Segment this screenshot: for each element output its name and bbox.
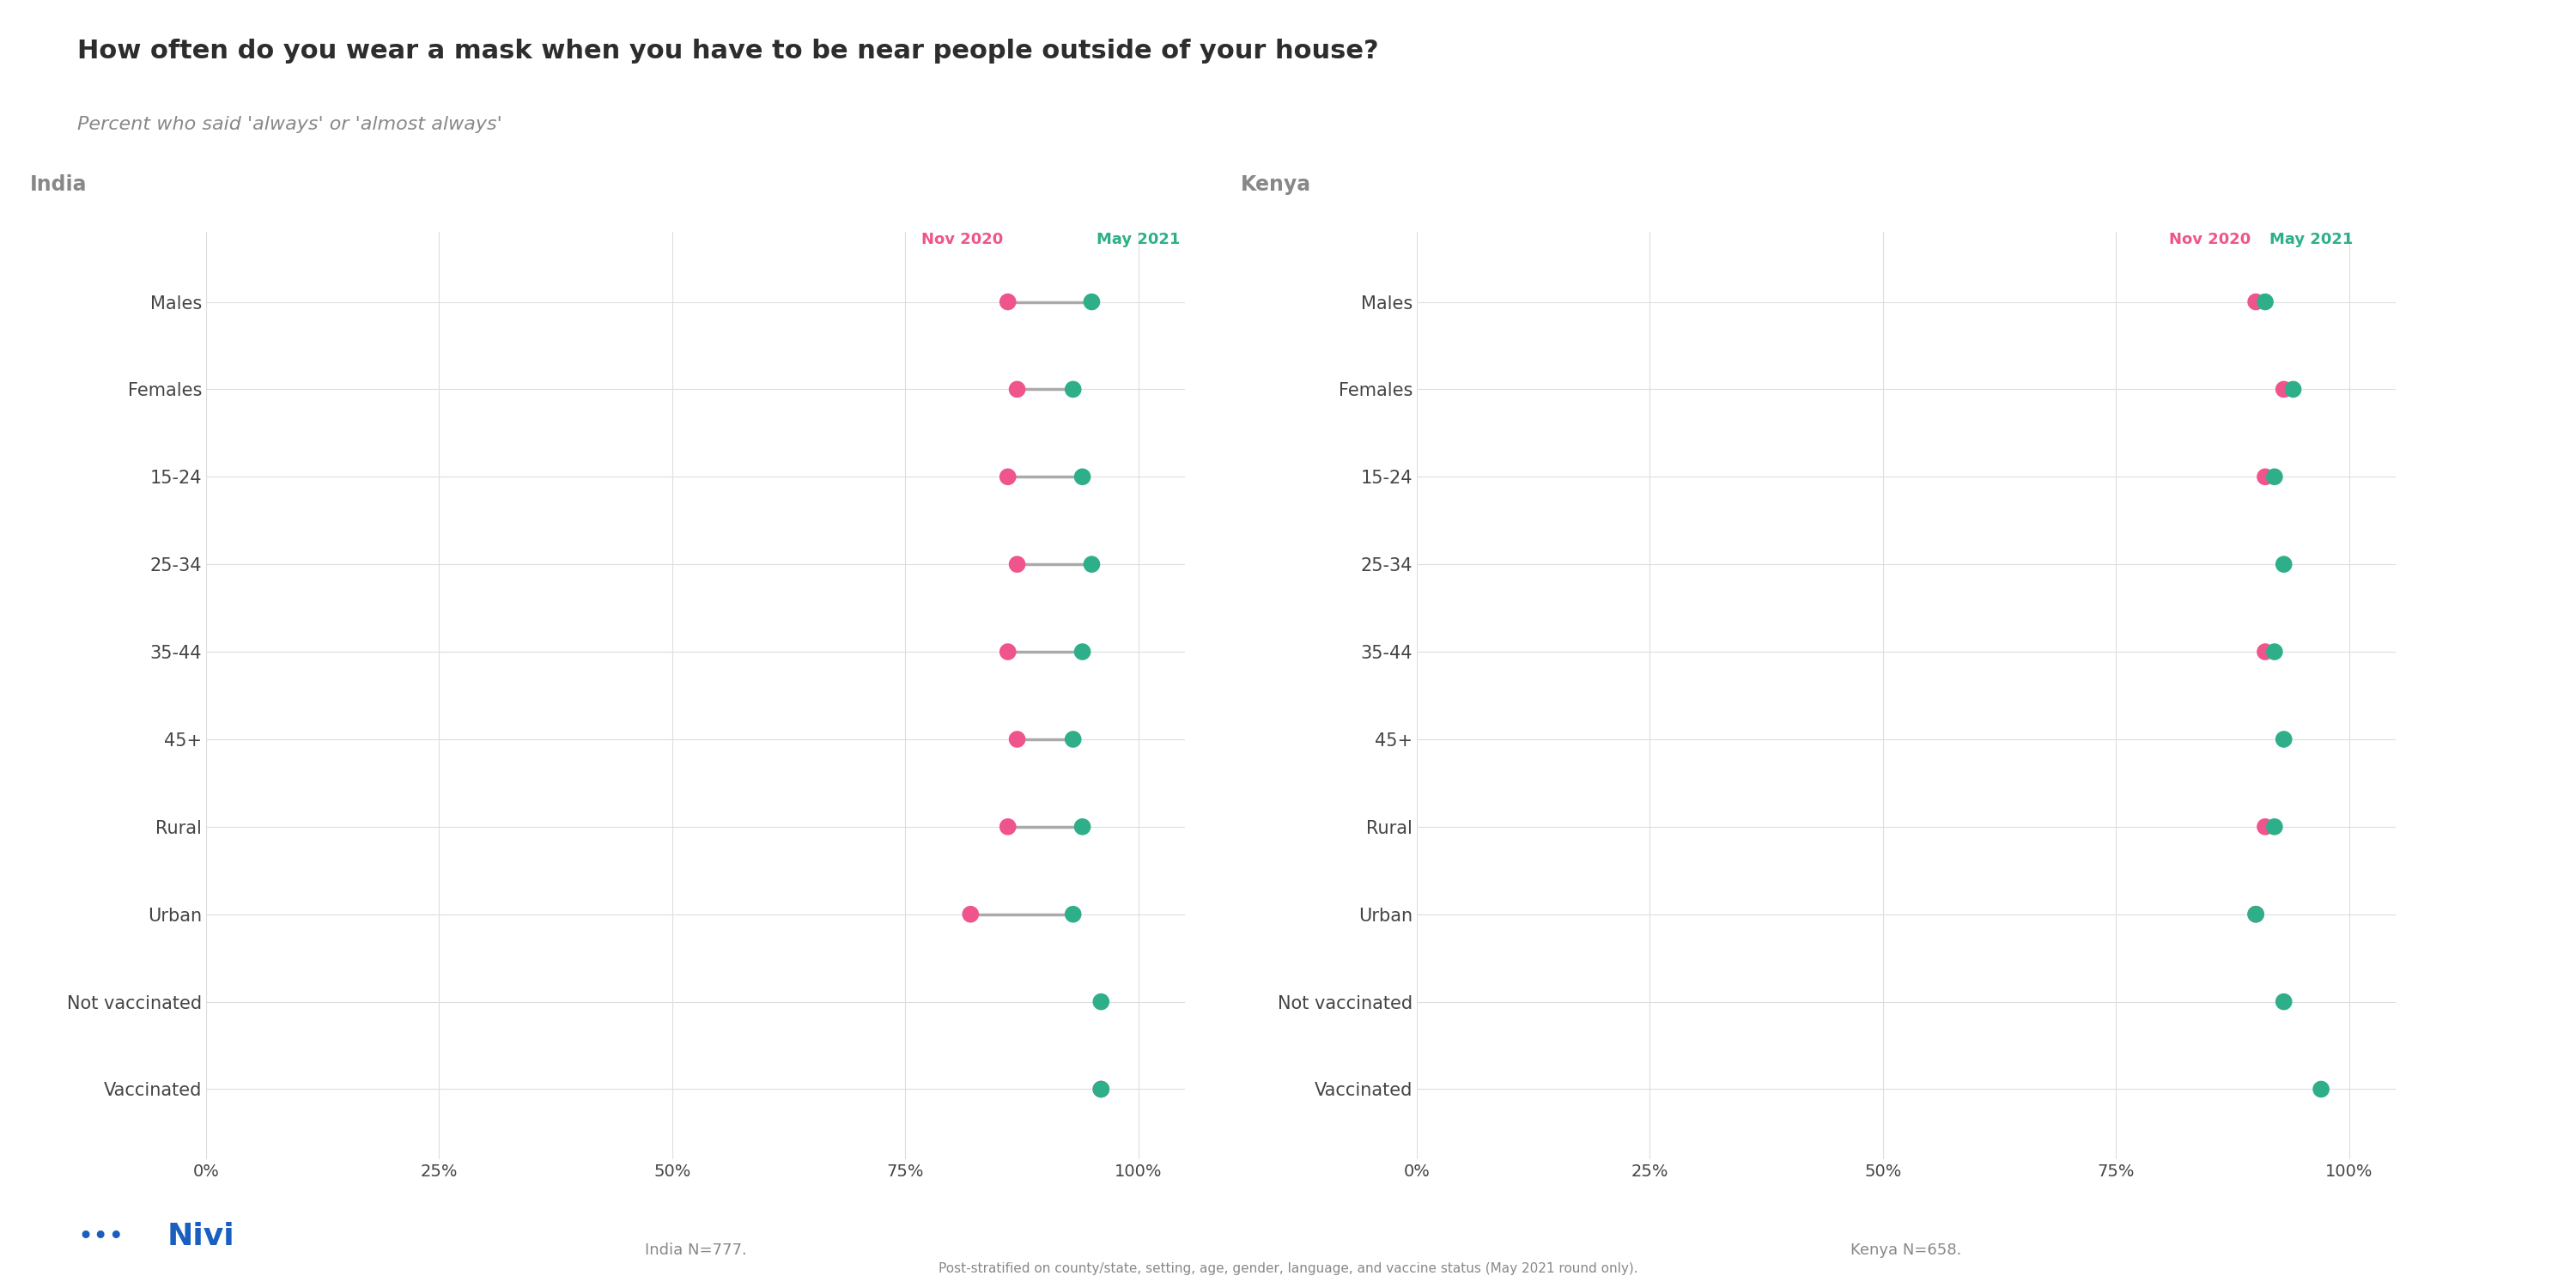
Point [2264, 554, 2306, 574]
Point [2236, 291, 2277, 312]
Point [2236, 904, 2277, 925]
Point [2264, 992, 2306, 1012]
Point [987, 291, 1028, 312]
Point [1079, 992, 1121, 1012]
Text: Nivi: Nivi [167, 1222, 234, 1251]
Text: Kenya N=658.: Kenya N=658. [1850, 1243, 1963, 1258]
Text: India N=777.: India N=777. [644, 1243, 747, 1258]
Point [997, 729, 1038, 750]
Text: May 2021: May 2021 [1097, 232, 1180, 247]
Point [2236, 904, 2277, 925]
Point [1061, 466, 1103, 487]
Point [1061, 817, 1103, 837]
Text: Percent who said 'always' or 'almost always': Percent who said 'always' or 'almost alw… [77, 116, 502, 133]
Point [2244, 817, 2285, 837]
Point [1054, 729, 1095, 750]
Point [2254, 641, 2295, 662]
Point [2244, 466, 2285, 487]
Text: How often do you wear a mask when you have to be near people outside of your hou: How often do you wear a mask when you ha… [77, 39, 1378, 63]
Point [2264, 379, 2306, 399]
Point [1079, 1079, 1121, 1100]
Text: •••: ••• [77, 1224, 124, 1249]
Point [2244, 291, 2285, 312]
Text: Nov 2020: Nov 2020 [2169, 232, 2251, 247]
Point [2254, 466, 2295, 487]
Point [2254, 817, 2295, 837]
Text: Nov 2020: Nov 2020 [922, 232, 1002, 247]
Point [987, 641, 1028, 662]
Point [997, 379, 1038, 399]
Point [2300, 1079, 2342, 1100]
Point [1054, 904, 1095, 925]
Point [2244, 641, 2285, 662]
Point [987, 817, 1028, 837]
Text: Post-stratified on county/state, setting, age, gender, language, and vaccine sta: Post-stratified on county/state, setting… [938, 1262, 1638, 1275]
Text: May 2021: May 2021 [2269, 232, 2354, 247]
Point [2272, 379, 2313, 399]
Point [1079, 1079, 1121, 1100]
Point [1072, 291, 1113, 312]
Point [951, 904, 992, 925]
Point [1072, 554, 1113, 574]
Point [1054, 379, 1095, 399]
Point [2264, 729, 2306, 750]
Text: India: India [31, 174, 88, 194]
Point [997, 554, 1038, 574]
Text: Kenya: Kenya [1242, 174, 1311, 194]
Point [1061, 641, 1103, 662]
Point [987, 466, 1028, 487]
